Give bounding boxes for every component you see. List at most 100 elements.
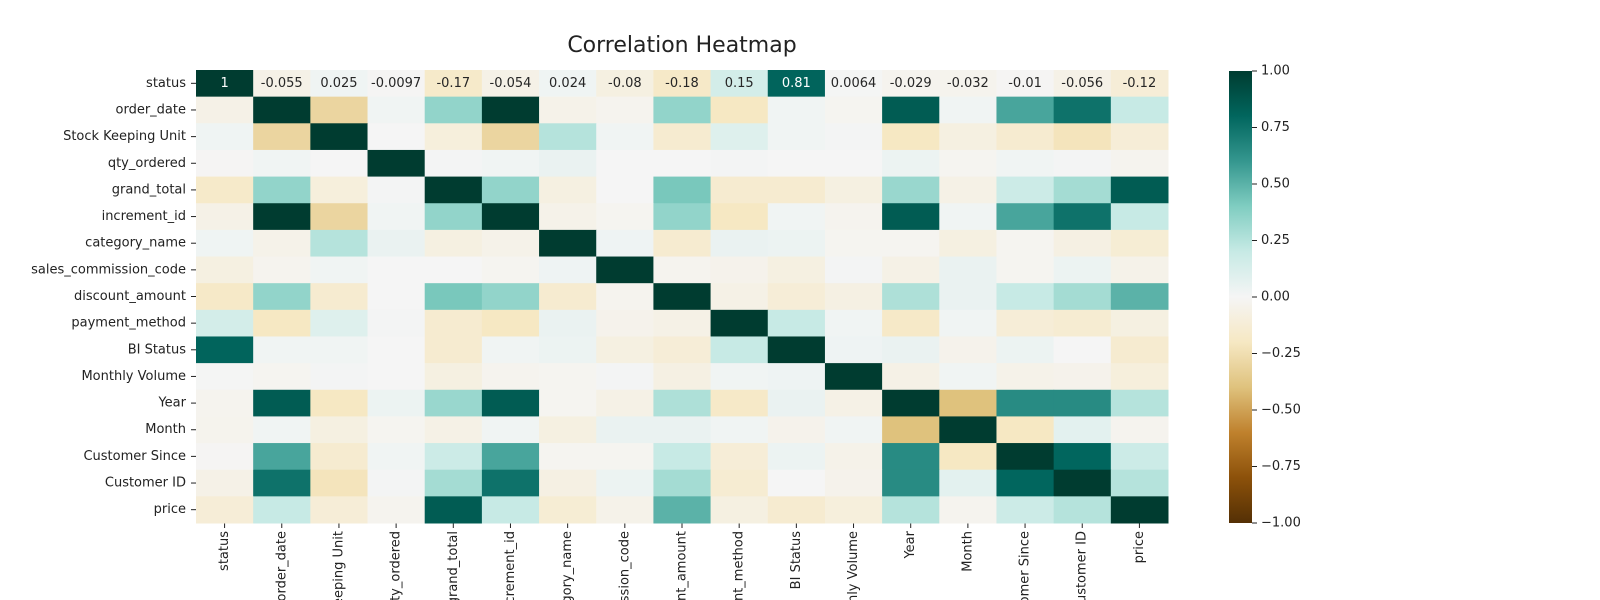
heat-cell <box>653 389 712 417</box>
colorbar-tick-label: −0.75 <box>1261 459 1301 474</box>
heat-cell <box>1053 496 1112 524</box>
heat-cell <box>424 70 483 98</box>
heat-cell <box>539 469 597 497</box>
heat-cell <box>710 203 769 231</box>
heat-cell <box>710 70 769 98</box>
heat-cell <box>653 256 712 284</box>
x-tick-label: Month <box>960 531 975 572</box>
heat-cell <box>767 70 826 98</box>
x-tick-label: grand_total <box>446 531 461 600</box>
cell-label: -0.055 <box>261 76 303 91</box>
heat-cell <box>367 469 426 497</box>
heat-cell <box>596 283 654 311</box>
heat-cell <box>939 149 997 178</box>
heat-cell <box>996 496 1055 524</box>
heat-cell <box>481 229 540 258</box>
heat-cell <box>1110 443 1169 471</box>
heat-cell <box>1110 70 1169 98</box>
heat-cell <box>1110 203 1169 231</box>
heat-cell <box>939 363 997 391</box>
x-tick-label: discount_amount <box>675 531 690 600</box>
heat-cell <box>596 336 654 364</box>
heat-cell <box>424 469 483 497</box>
heat-cell <box>882 176 940 204</box>
heat-cell <box>253 496 311 524</box>
heat-cell <box>424 283 483 311</box>
heat-cell <box>882 256 940 284</box>
x-tick-label: category_name <box>560 531 575 600</box>
heat-cell <box>310 123 369 151</box>
heat-cell <box>310 389 369 417</box>
heat-cell <box>653 363 712 391</box>
heat-cell <box>882 416 940 444</box>
heat-cell <box>1110 336 1169 364</box>
heat-cell <box>767 123 826 151</box>
heat-cell <box>939 176 997 204</box>
heat-cell <box>996 256 1055 284</box>
chart-title: Correlation Heatmap <box>567 33 796 58</box>
heat-cell <box>196 123 254 151</box>
y-tick-label: Customer Since <box>83 449 186 464</box>
heat-cell <box>767 389 826 417</box>
heat-cell <box>1110 229 1169 258</box>
heat-cell <box>310 496 369 524</box>
heat-cell <box>253 229 311 258</box>
heat-cell <box>367 123 426 151</box>
heat-cell <box>710 336 769 364</box>
colorbar-tick-label: 0.00 <box>1261 290 1290 305</box>
heat-cell <box>196 176 254 204</box>
heat-cell <box>767 496 826 524</box>
heat-cell <box>539 416 597 444</box>
heat-cell <box>481 176 540 204</box>
heat-cell <box>424 123 483 151</box>
heat-cell <box>653 469 712 497</box>
heat-cell <box>1053 283 1112 311</box>
heat-cell <box>882 389 940 417</box>
cell-label: -0.08 <box>608 76 642 91</box>
heat-cell <box>424 336 483 364</box>
heat-cell <box>939 336 997 364</box>
x-tick-label: payment_method <box>732 531 747 600</box>
heat-cell <box>767 283 826 311</box>
heat-cell <box>1053 176 1112 204</box>
heat-cell <box>939 416 997 444</box>
heat-cell <box>424 309 483 337</box>
heat-cell <box>996 469 1055 497</box>
heat-cell <box>481 469 540 497</box>
heat-cell <box>710 96 769 124</box>
heat-cell <box>939 256 997 284</box>
heat-cell <box>539 283 597 311</box>
heat-cell <box>1110 256 1169 284</box>
heat-cell <box>767 309 826 337</box>
heat-cell <box>710 283 769 311</box>
heat-cell <box>367 70 426 98</box>
heat-cell <box>767 363 826 391</box>
heat-cell <box>253 443 311 471</box>
heat-cell <box>596 256 654 284</box>
heat-cell <box>824 149 883 178</box>
cell-label: -0.18 <box>665 76 699 91</box>
colorbar-tick-label: 0.75 <box>1261 120 1290 135</box>
y-tick-label: increment_id <box>102 209 186 224</box>
heat-cell <box>424 96 483 124</box>
heat-cell <box>253 203 311 231</box>
heat-cell <box>196 70 254 98</box>
heat-cell <box>767 336 826 364</box>
heat-cell <box>1110 496 1169 524</box>
heat-cell <box>539 309 597 337</box>
heat-cell <box>424 443 483 471</box>
heat-cell <box>196 416 254 444</box>
x-tick-label: status <box>217 531 232 571</box>
colorbar-tick-label: −0.50 <box>1261 403 1301 418</box>
heat-cell <box>710 309 769 337</box>
heat-cell <box>824 229 883 258</box>
y-tick-label: price <box>154 502 186 517</box>
heat-cell <box>653 149 712 178</box>
heat-cell <box>596 123 654 151</box>
heat-cell <box>1110 416 1169 444</box>
cell-label: 1 <box>220 76 228 91</box>
heat-cell <box>481 416 540 444</box>
heat-cell <box>824 469 883 497</box>
heat-cell <box>196 229 254 258</box>
heat-cell <box>939 123 997 151</box>
